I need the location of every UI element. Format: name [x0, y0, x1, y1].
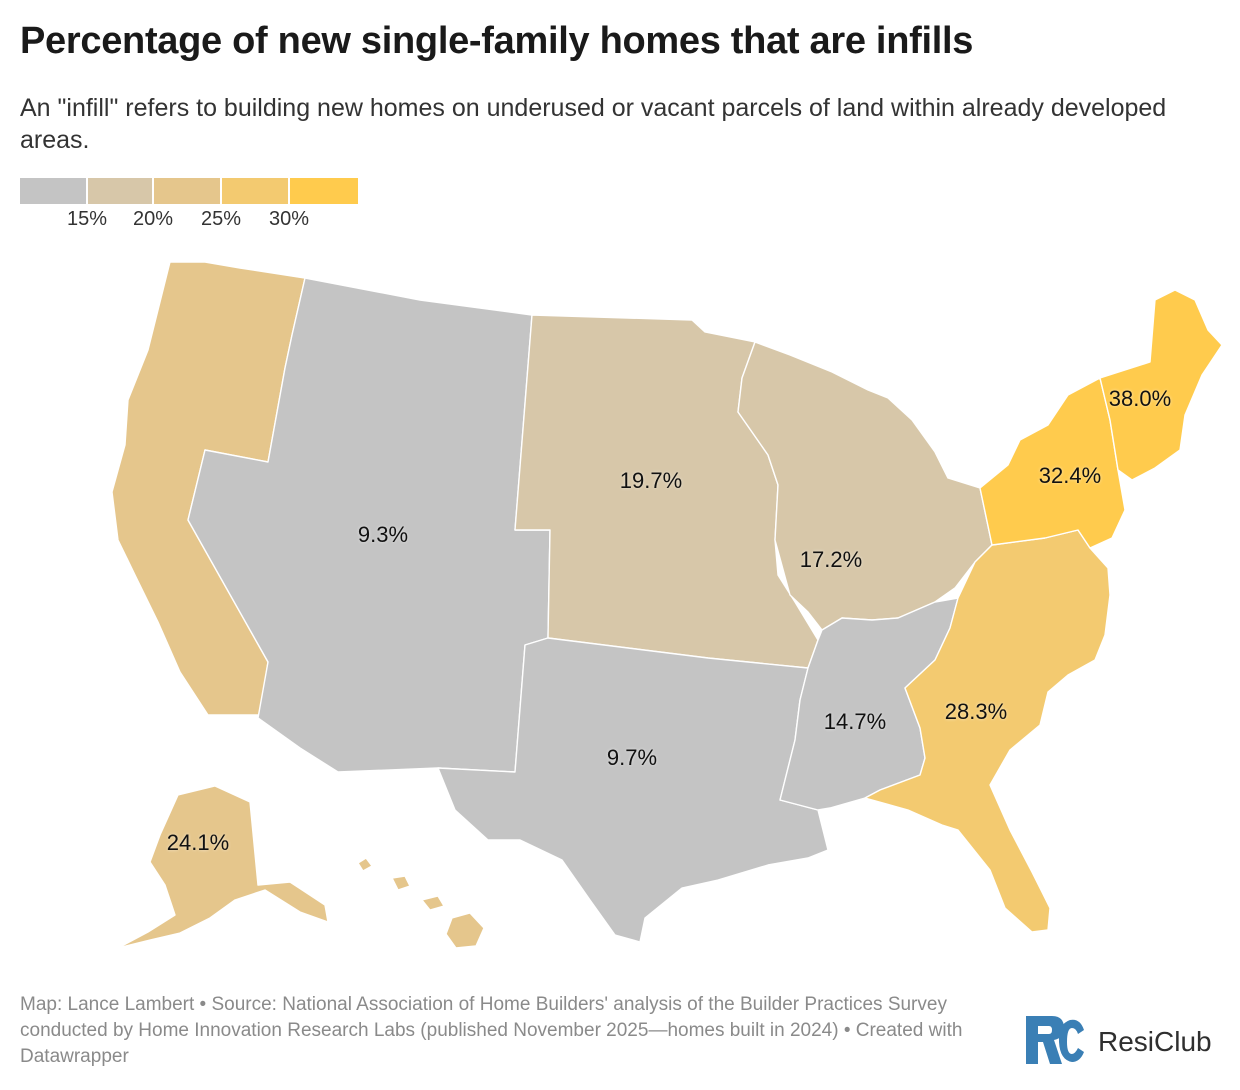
label-east-north-central: 17.2% — [799, 547, 863, 572]
label-west-north-central: 19.7% — [619, 468, 683, 493]
region-new-england[interactable] — [1099, 289, 1223, 481]
legend-swatch-lt15 — [20, 178, 86, 204]
label-east-south-central: 14.7% — [823, 709, 887, 734]
legend-tick-25: 25% — [200, 208, 242, 230]
source-credits: Map: Lance Lambert • Source: National As… — [20, 994, 963, 1067]
region-alaska[interactable] — [117, 785, 329, 949]
resiclub-logo-icon — [1026, 1016, 1084, 1064]
chart-title: Percentage of new single-family homes th… — [20, 20, 974, 62]
label-south-atlantic: 28.3% — [944, 699, 1008, 724]
legend-swatch-20-25 — [154, 178, 220, 204]
label-new-england: 38.0% — [1108, 386, 1172, 411]
region-hawaii[interactable] — [357, 857, 485, 949]
us-region-map: 24.1% 9.3% 19.7% 17.2% 9.7% 14.7% 28.3% … — [0, 240, 1240, 980]
resiclub-logo-text: ResiClub — [1098, 1026, 1212, 1057]
label-middle-atlantic: 32.4% — [1038, 463, 1102, 488]
chart-subtitle: An "infill" refers to building new homes… — [20, 94, 1167, 154]
region-south-atlantic[interactable] — [864, 529, 1111, 933]
legend-swatch-15-20 — [88, 178, 152, 204]
label-mountain: 9.3% — [357, 522, 409, 547]
legend-swatch-gt30 — [290, 178, 358, 204]
logo-c-shape — [1058, 1019, 1084, 1062]
resiclub-logo: ResiClub — [1022, 1010, 1222, 1070]
legend-swatch-25-30 — [222, 178, 288, 204]
color-legend: 15% 20% 25% 30% — [20, 178, 360, 238]
legend-tick-15: 15% — [66, 208, 108, 230]
map-svg — [111, 261, 1223, 949]
legend-tick-20: 20% — [132, 208, 174, 230]
label-west-south-central: 9.7% — [606, 745, 658, 770]
logo-r-shape — [1026, 1016, 1064, 1064]
label-pacific: 24.1% — [166, 830, 230, 855]
legend-tick-30: 30% — [268, 208, 310, 230]
